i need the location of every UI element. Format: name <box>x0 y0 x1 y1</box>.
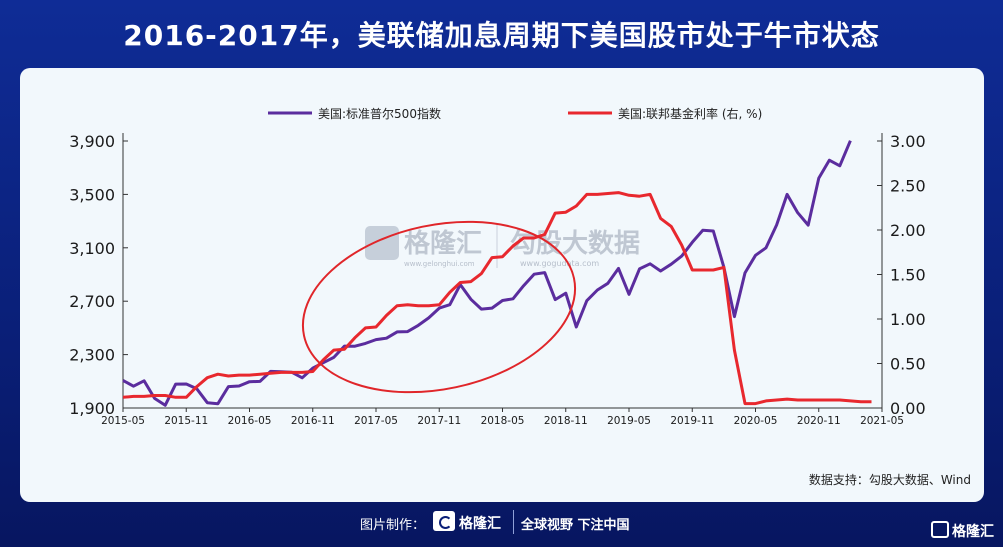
y-left-tick-label: 3,100 <box>69 239 115 258</box>
corner-logo-icon <box>931 521 949 538</box>
legend-label-sp500: 美国:标准普尔500指数 <box>318 106 441 121</box>
chart-card <box>20 68 984 502</box>
y-right-tick-label: 2.50 <box>890 177 926 196</box>
y-right-tick-label: 0.00 <box>890 399 926 418</box>
x-tick-label: 2019-11 <box>670 415 714 427</box>
footer-logo-icon <box>433 511 455 531</box>
source-note: 数据支持：勾股大数据、Wind <box>809 472 971 487</box>
x-tick-label: 2016-11 <box>291 415 335 427</box>
y-left-tick-label: 1,900 <box>69 399 115 418</box>
x-tick-label: 2018-05 <box>481 415 525 427</box>
legend-label-fedrate: 美国:联邦基金利率 (右, %) <box>618 106 762 121</box>
highlight-circle <box>301 220 577 394</box>
y-right-tick-label: 0.50 <box>890 355 926 374</box>
y-right-tick-label: 2.00 <box>890 221 926 240</box>
fed-rate-series-line <box>122 191 872 406</box>
page-title: 2016-2017年，美联储加息周期下美国股市处于牛市状态 <box>123 19 880 52</box>
y-left-tick-label: 2,300 <box>69 346 115 365</box>
footer-brand: 格隆汇 <box>459 516 501 532</box>
corner-brand: 格隆汇 <box>952 524 994 540</box>
gogudata-watermark-url: www.gogudata.com <box>520 259 599 268</box>
x-tick-label: 2015-11 <box>164 415 208 427</box>
y-right-tick-label: 1.00 <box>890 310 926 329</box>
y-left-tick-label: 3,900 <box>69 132 115 151</box>
x-tick-label: 2017-05 <box>354 415 398 427</box>
sp500-series-line <box>122 140 852 407</box>
x-tick-label: 2021-05 <box>860 415 904 427</box>
gelonghui-watermark-icon <box>365 226 399 260</box>
watermark: 格隆汇 www.gelonghui.com 勾股大数据 www.gogudata… <box>365 223 640 268</box>
x-tick-label: 2019-05 <box>607 415 651 427</box>
y-right-tick-label: 3.00 <box>890 132 926 151</box>
footer-divider <box>513 510 514 534</box>
x-tick-label: 2018-11 <box>544 415 588 427</box>
x-tick-label: 2020-05 <box>734 415 778 427</box>
x-tick-label: 2016-05 <box>228 415 272 427</box>
x-tick-label: 2015-05 <box>101 415 145 427</box>
footer-slogan: 全球视野 下注中国 <box>521 518 630 533</box>
footer <box>0 505 1003 547</box>
y-left-tick-label: 2,700 <box>69 292 115 311</box>
x-tick-label: 2017-11 <box>417 415 461 427</box>
chart: 格隆汇 www.gelonghui.com 勾股大数据 www.gogudata… <box>69 106 971 487</box>
y-right-tick-label: 1.50 <box>890 266 926 285</box>
gelonghui-watermark-url: www.gelonghui.com <box>404 260 475 268</box>
y-left-tick-label: 3,500 <box>69 185 115 204</box>
footer-made-by: 图片制作： <box>360 518 426 533</box>
gelonghui-watermark: 格隆汇 <box>404 228 482 259</box>
x-tick-label: 2020-11 <box>797 415 841 427</box>
